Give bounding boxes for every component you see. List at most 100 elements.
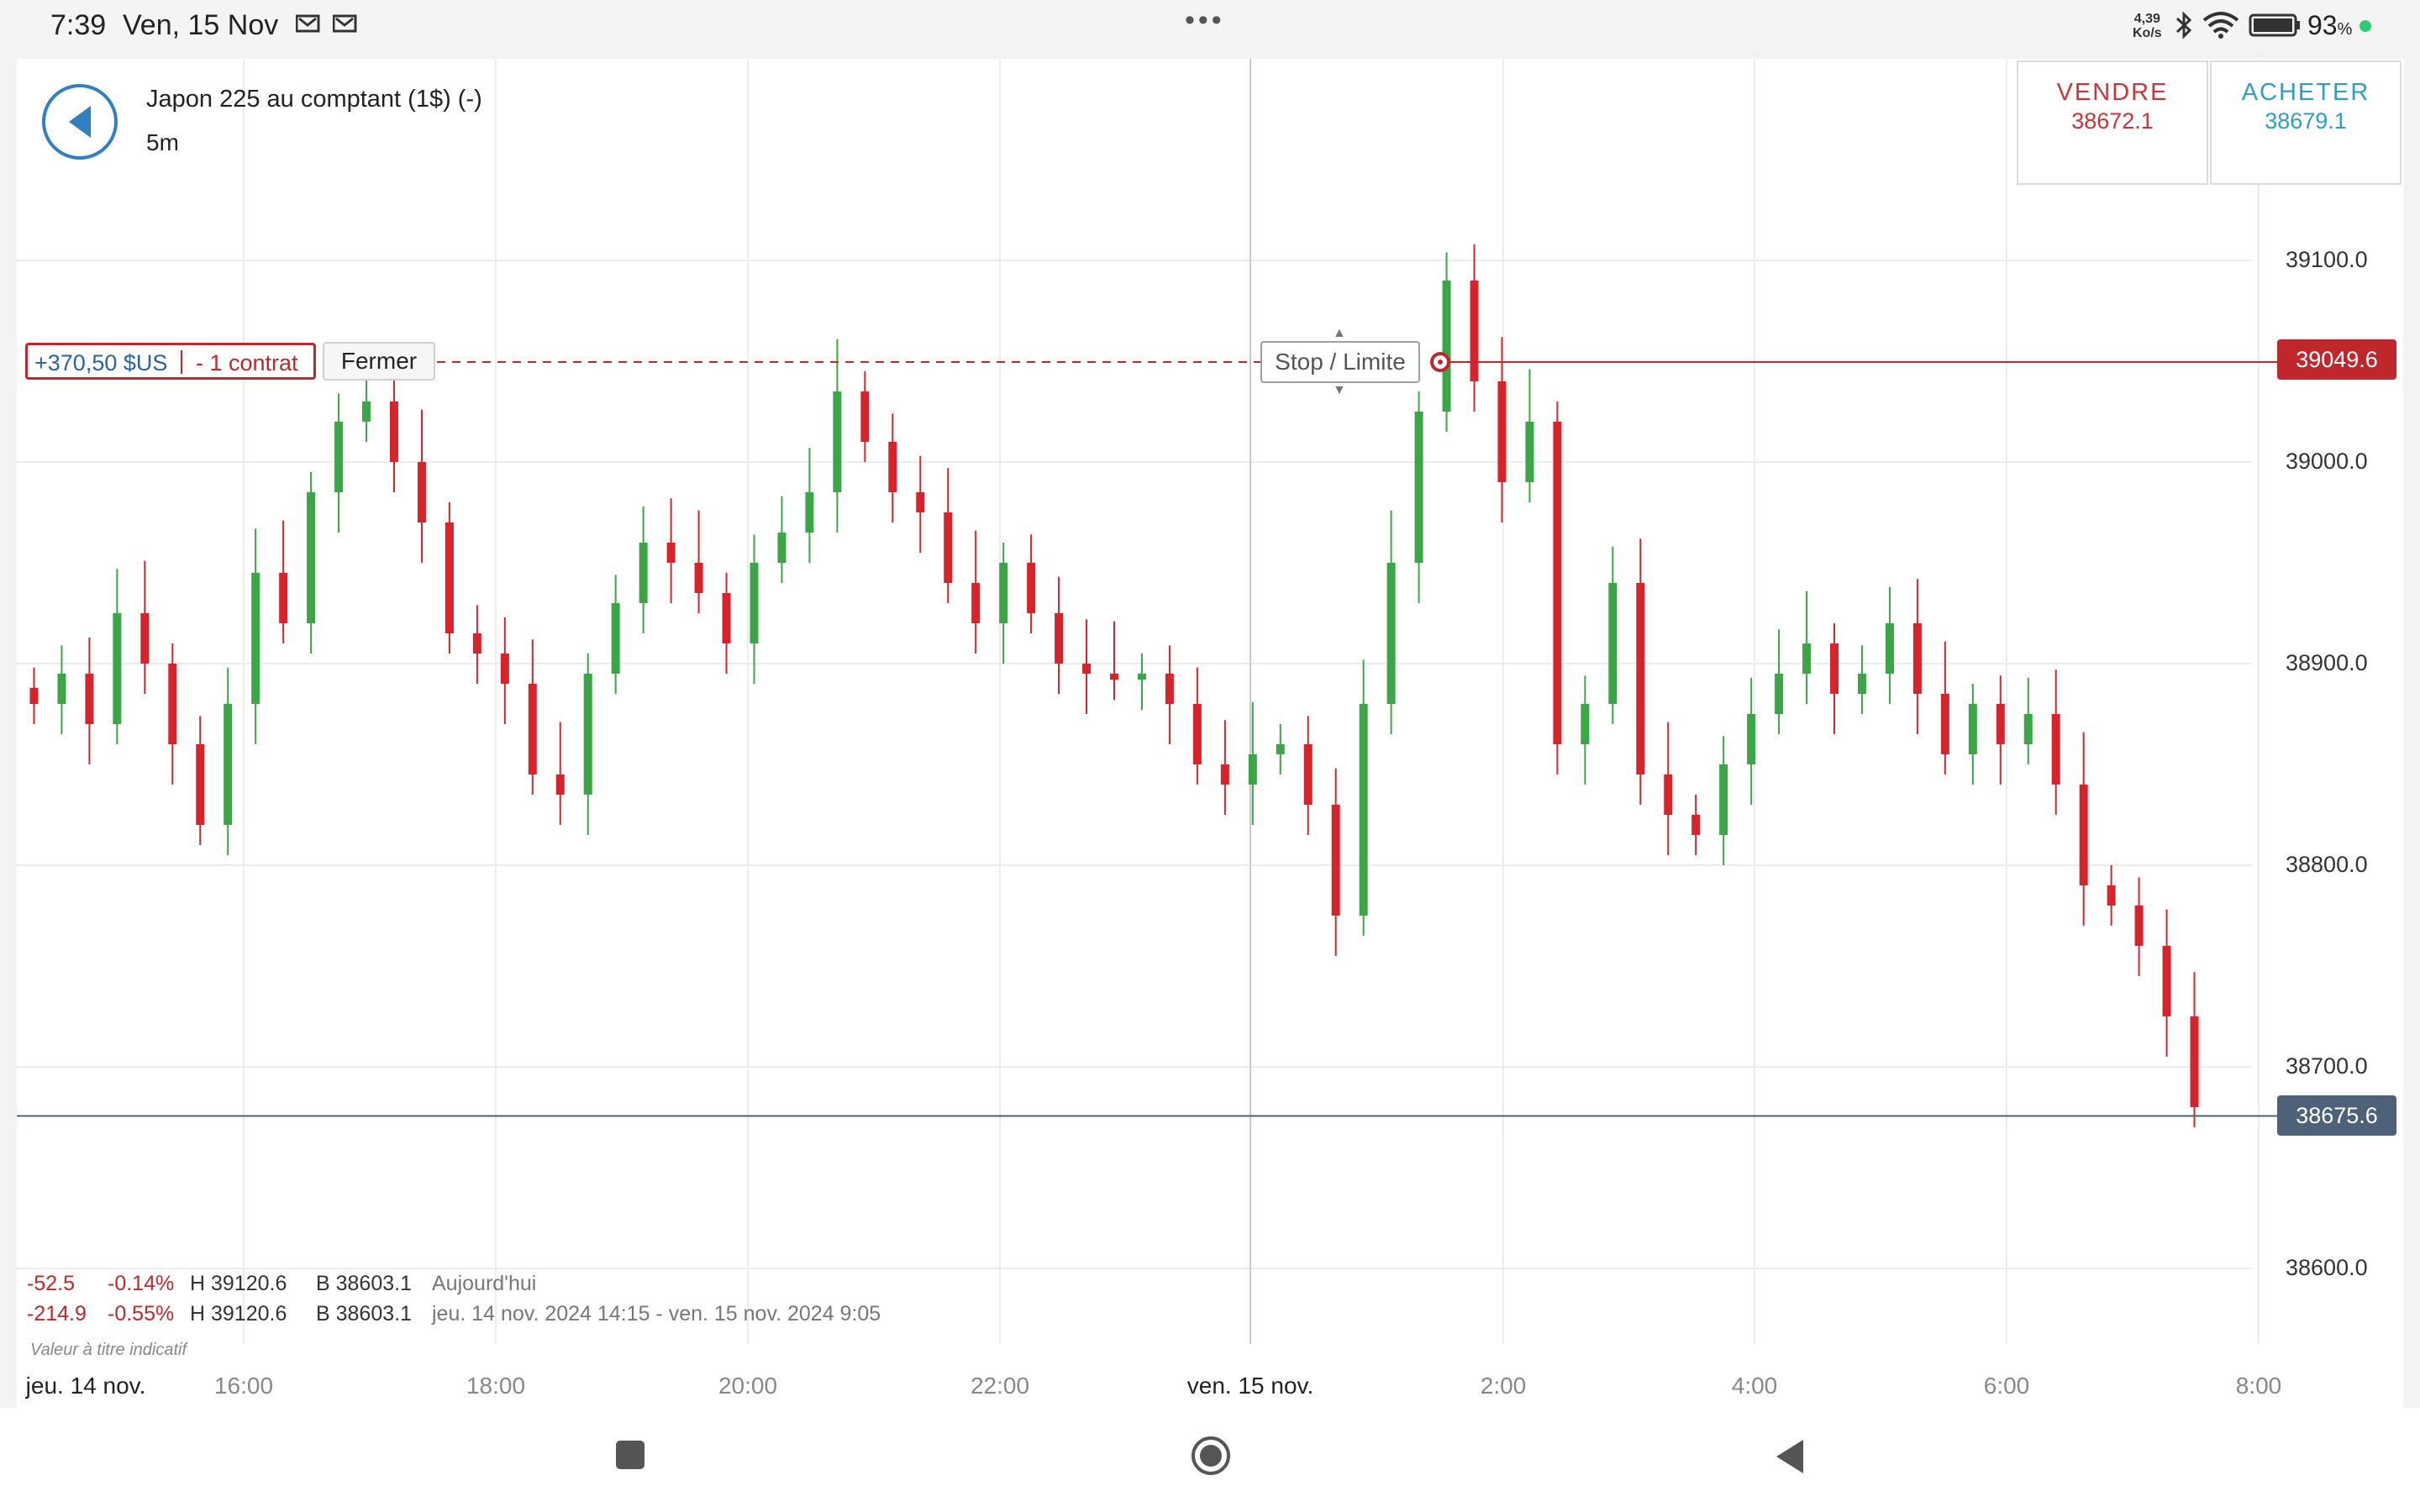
sell-button[interactable]: VENDRE 38672.1 [2017,60,2208,185]
candle-body [29,687,39,704]
candle-body [2023,714,2033,744]
candle-body [2162,946,2171,1016]
candle-body [1747,714,1756,764]
x-tick-label: 18:00 [466,1373,526,1399]
candle-body [168,664,177,744]
drag-down-icon[interactable]: ▼ [1333,383,1346,397]
position-price-tag: 39049.6 [2277,339,2396,380]
timeframe-label[interactable]: 5m [146,129,179,155]
candle-body [1775,674,1784,714]
position-pnl: +370,50 $US [34,350,168,375]
candle-body [1830,643,1839,694]
back-arrow-icon [69,106,91,138]
candle-body [445,522,454,633]
candle-body [1664,774,1673,815]
recent-apps-icon[interactable] [613,1438,647,1472]
notification-icon [296,14,320,33]
candle-body [528,684,537,774]
candle-body [417,462,426,522]
battery-icon [2249,13,2300,37]
navigation-bar [0,1408,2420,1512]
sell-label: VENDRE [2056,79,2169,106]
buy-label: ACHETER [2241,79,2370,106]
candle-body [1497,381,1507,482]
candle-body [1027,563,1036,613]
candle-body [1220,764,1229,785]
position-tag[interactable]: +370,50 $US - 1 contrat [25,343,316,380]
candle-body [999,563,1008,623]
candle-body [583,674,592,795]
x-tick-label: 4:00 [1731,1373,1778,1399]
candle-body [916,492,925,512]
position-divider [181,350,182,374]
candle-body [1802,643,1812,674]
indicative-note: Valeur à titre indicatif [30,1341,187,1359]
status-time: 7:39 [50,9,107,41]
candle-body [1110,674,1118,680]
candle-body [971,583,981,623]
candle-body [1442,281,1451,412]
position-quantity: - 1 contrat [196,350,298,375]
candle-body [666,543,676,563]
y-tick-label: 38800.0 [2286,852,2368,877]
y-tick-label: 38700.0 [2286,1053,2368,1079]
candle-body [1165,674,1174,704]
charging-dot [2360,20,2371,32]
close-position-button[interactable]: Fermer [323,342,435,381]
candle-body [833,391,842,492]
candle-body [1470,281,1479,381]
sell-price: 38672.1 [2071,108,2154,134]
network-speed: 4,39 Ko/s [2133,12,2162,40]
back-nav-icon[interactable] [1773,1438,1807,1475]
candle-body [1719,764,1728,835]
candle-body [750,563,759,643]
home-icon[interactable] [1190,1435,1232,1477]
candle-body [1248,754,1257,785]
candle-body [1525,422,1534,482]
buy-price: 38679.1 [2265,108,2347,134]
candle-body [1553,422,1562,744]
candle-body [694,563,703,593]
candle-body [1691,815,1701,835]
drag-up-icon[interactable]: ▲ [1333,326,1346,340]
candle-body [500,654,509,684]
status-date: Ven, 15 Nov [123,9,279,41]
candle-body [1359,704,1368,916]
chart-panel[interactable]: Japon 225 au comptant (1$) (-) 5m VENDRE… [17,59,2403,1408]
candle-body [362,402,371,422]
buy-button[interactable]: ACHETER 38679.1 [2210,60,2402,185]
more-dots-icon[interactable]: ••• [1185,4,1225,36]
candle-body [1996,704,2005,744]
notification-icon [333,14,357,33]
current-price-tag: 38675.6 [2277,1095,2396,1136]
candle-body [1386,563,1396,704]
candle-body [1303,744,1313,805]
y-tick-label: 38900.0 [2286,650,2368,675]
candle-body [1885,623,1894,674]
candle-body [251,573,260,704]
candle-body [1968,704,1977,754]
instrument-title: Japon 225 au comptant (1$) (-) [146,86,482,113]
position-entry-marker-dot [1438,359,1443,365]
candle-body [1940,694,1949,754]
candle-body [140,613,150,664]
battery-percent: 93% [2307,10,2353,40]
candle-body [57,674,66,704]
candle-body [639,543,648,603]
candle-body [1581,704,1590,744]
candle-body [722,593,731,643]
candle-body [555,774,565,795]
candle-body [1608,583,1618,704]
back-button[interactable] [42,84,118,160]
x-tick-label: 16:00 [213,1373,274,1399]
candle-body [224,704,233,825]
stop-limit-button[interactable]: Stop / Limite [1260,341,1420,383]
candle-body [389,402,398,462]
price-chart[interactable] [17,59,2403,1408]
candle-body [777,533,786,563]
candle-body [279,573,288,623]
status-bar: 7:39 Ven, 15 Nov ••• 4,39 Ko/s 93% [0,0,2420,52]
candle-body [860,391,870,442]
x-tick-label: 22:00 [970,1373,1030,1399]
candle-body [1636,583,1645,774]
